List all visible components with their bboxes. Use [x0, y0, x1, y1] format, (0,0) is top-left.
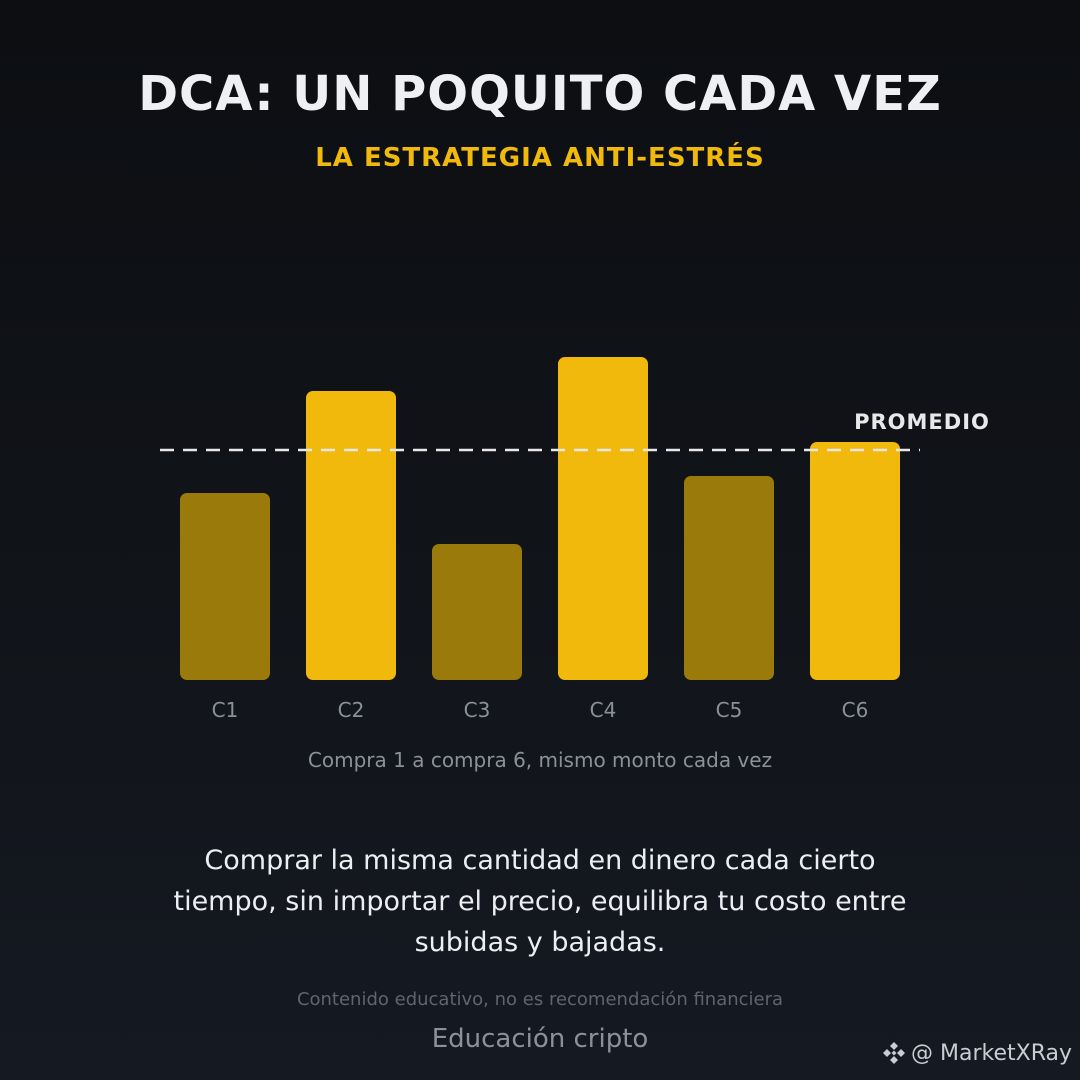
bar — [810, 442, 900, 680]
chart-title: DCA: UN POQUITO CADA VEZ — [138, 66, 942, 122]
x-tick-label: C3 — [464, 698, 491, 722]
bar — [558, 357, 648, 680]
description: Comprar la misma cantidad en dinero cada… — [173, 845, 907, 958]
bar — [684, 476, 774, 680]
footer: Educación cripto — [431, 1024, 649, 1054]
logo-icon — [883, 1042, 905, 1064]
x-tick-label: C4 — [590, 698, 617, 722]
x-tick-label: C5 — [716, 698, 743, 722]
disclaimer: Contenido educativo, no es recomendación… — [296, 989, 784, 1010]
x-axis-label: Compra 1 a compra 6, mismo monto cada ve… — [307, 748, 773, 772]
bar — [180, 493, 270, 680]
bar — [306, 391, 396, 680]
x-tick-label: C1 — [212, 698, 239, 722]
bar — [432, 544, 522, 680]
watermark-text: @ MarketXRay — [911, 1040, 1072, 1066]
x-tick-label: C2 — [338, 698, 365, 722]
x-tick-label: C6 — [842, 698, 869, 722]
chart-subtitle: LA ESTRATEGIA ANTI-ESTRÉS — [315, 143, 765, 173]
average-label: PROMEDIO — [854, 410, 990, 434]
watermark: @ MarketXRay — [881, 1040, 1072, 1066]
